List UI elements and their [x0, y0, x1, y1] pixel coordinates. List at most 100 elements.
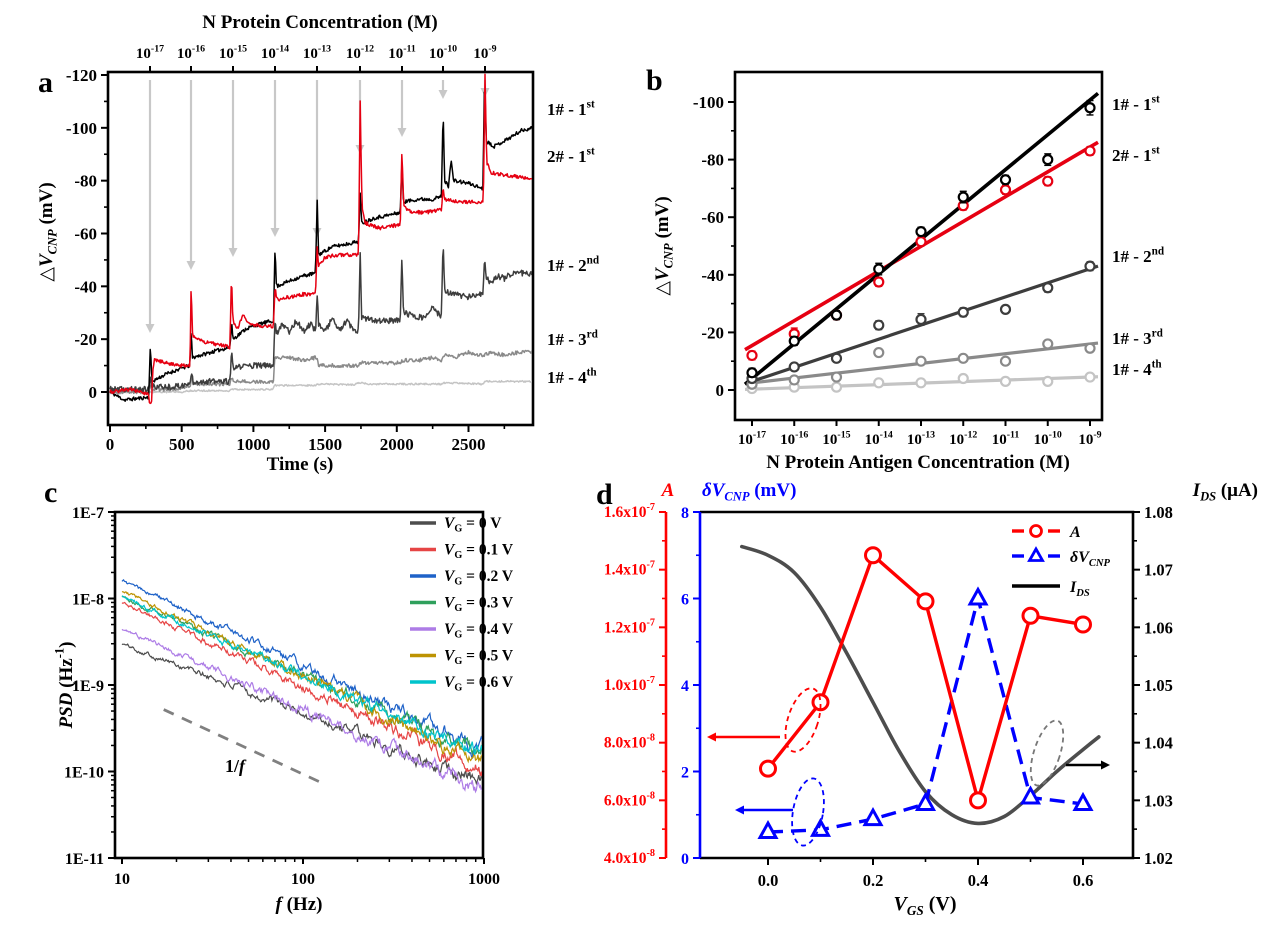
data-point [1042, 338, 1054, 350]
panel-label-c: c [44, 476, 58, 509]
y-tick-label: -120 [66, 66, 97, 85]
data-point [999, 174, 1012, 186]
y-tick-label: -20 [701, 323, 724, 342]
data-point [873, 377, 885, 389]
injection-arrow-3-head [270, 228, 280, 237]
x-tick-label: 10-15 [822, 429, 850, 448]
y-tick-label: -40 [701, 266, 724, 285]
y-tick-label: -100 [66, 119, 97, 138]
dvcnp-point [1072, 791, 1094, 811]
data-point [830, 381, 843, 393]
panel-a: -120 -100 -80 -60 -40 -20 0 0 500 1000 1500 2000 250… [36, 12, 600, 475]
series-line-a-2 [109, 249, 532, 393]
y-tick-label: -40 [74, 277, 97, 296]
data-point [999, 355, 1012, 367]
panel-b: 0 -20 -40 -60 -80 -100 10-17 10-16 10-15 10-14 10-… [652, 70, 1165, 473]
data-point [1084, 260, 1096, 272]
data-point [999, 375, 1012, 387]
dvcnp-point [967, 586, 989, 606]
series-points-b-2 [746, 260, 1096, 385]
red-tick-label: 1.6x10-7 [604, 502, 655, 521]
data-point [788, 361, 800, 373]
right-tick-label: 1.07 [1144, 561, 1173, 580]
A-point [916, 592, 935, 611]
y-tick-label: -60 [74, 224, 97, 243]
data-point [957, 352, 969, 364]
series-label-b-0: 1# - 1st [1112, 93, 1160, 114]
series-label-b-4: 1# - 4th [1112, 358, 1162, 379]
top-tick-label: 10-14 [261, 43, 289, 62]
A-point [1021, 606, 1040, 625]
panel-d: 1.6x10-7 1.4x10-7 1.2x10-7 1.0x10-7 8.0x10-8… [604, 480, 1258, 918]
top-tick-label: 10-17 [136, 43, 164, 62]
series-label-b-2: 1# - 2nd [1112, 245, 1165, 266]
y-tick-label: 0 [716, 381, 725, 400]
A-point [864, 546, 882, 565]
legend-label-c-4: VG = 0.4 V [444, 621, 514, 641]
psd-line-0 [121, 643, 482, 786]
series-label-a-4: 1# - 4th [547, 366, 597, 387]
series-line-a-0 [109, 91, 532, 402]
dvcnp-point [914, 791, 937, 811]
red-tick-label: 1.4x10-7 [604, 560, 655, 579]
data-point [788, 335, 800, 347]
top-tick-label: 10-16 [177, 43, 205, 62]
x-tick-label: 0.2 [863, 871, 884, 890]
top-tick-label: 10-12 [346, 43, 374, 62]
data-point [873, 276, 885, 288]
y-tick-label: -60 [701, 208, 724, 227]
y-tick-label: -100 [693, 93, 724, 112]
series-points-b-4 [746, 371, 1096, 395]
y-tick-label: 1E-10 [64, 765, 104, 782]
blue-tick-label: 4 [681, 678, 689, 695]
right-tick-label: 1.04 [1144, 734, 1173, 753]
x-tick-label: 0.0 [758, 871, 779, 890]
ids-axis-header: IDS (μA) [1192, 480, 1258, 504]
data-point [915, 377, 927, 389]
blue-tick-label: 2 [681, 765, 689, 782]
data-point [830, 371, 843, 383]
series-label-a-0: 1# - 1st [547, 98, 595, 119]
series-label-a-3: 1# - 3rd [547, 328, 599, 349]
data-point [830, 309, 843, 321]
y-tick-label: 1E-11 [65, 851, 104, 868]
legend-label-c-1: VG = 0.1 V [444, 542, 514, 562]
x-tick-label: 2500 [452, 435, 486, 454]
series-group [109, 73, 532, 405]
legend-c: VG = 0 V VG = 0.1 V VG = 0.2 V VG = 0.3 V VG… [410, 515, 514, 694]
right-tick-label: 1.03 [1144, 791, 1173, 810]
data-point [1084, 145, 1096, 157]
panel-label-b: b [646, 64, 663, 97]
injection-arrow-1-head [186, 261, 196, 270]
injection-arrow-0-head [145, 324, 155, 333]
x-tick-label: 10-14 [865, 429, 893, 448]
data-point [830, 352, 843, 364]
data-point [957, 306, 969, 318]
red-tick-label: 1.2x10-7 [604, 617, 655, 636]
one-over-f-label: 1/f [225, 756, 247, 776]
red-tick-label: 4.0x10-8 [604, 848, 655, 867]
x-tick-label: 0 [106, 435, 115, 454]
red-axis-header: A [661, 480, 675, 501]
red-tick-label: 8.0x10-8 [604, 733, 655, 752]
red-tick-label: 6.0x10-8 [604, 790, 655, 809]
y-axis-title: △VCNP (mV) [36, 182, 60, 281]
series-points-b-1 [746, 145, 1096, 362]
y-tick-label: -80 [701, 151, 724, 170]
x-tick-label: 0.6 [1073, 871, 1094, 890]
panel-c: 1E-7 1E-8 1E-9 1E-10 1E-11 10 100 1000 PSD (Hz-1… [52, 505, 513, 915]
x-axis-title: f (Hz) [276, 894, 323, 915]
data-point [957, 372, 969, 385]
psd-line-4 [121, 628, 482, 794]
x-tick-label: 10-17 [738, 429, 766, 448]
series-line-a-4 [109, 379, 532, 394]
x-tick-label: 10 [114, 871, 130, 888]
y-axis-title: △VCNP (mV) [652, 196, 676, 295]
A-line [766, 552, 1084, 807]
A-point [969, 791, 987, 810]
top-tick-label: 10-9 [473, 43, 496, 62]
red-tick-label: 1.0x10-7 [604, 675, 655, 694]
